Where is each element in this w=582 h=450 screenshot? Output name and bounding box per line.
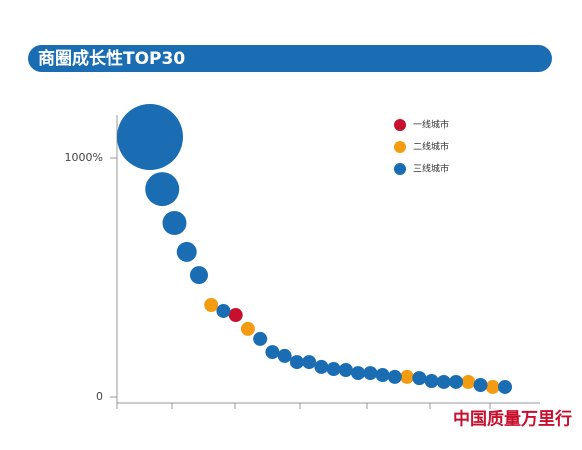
bubble: [176, 241, 197, 262]
bubble: [400, 369, 415, 384]
bubble: [204, 297, 219, 312]
legend-label: 二线城市: [413, 141, 449, 153]
y-tick-label: 0: [96, 390, 103, 403]
legend-label: 一线城市: [413, 119, 449, 131]
bubble: [338, 362, 353, 377]
bubble: [162, 211, 187, 236]
bubble: [375, 368, 390, 383]
title-bar: [28, 45, 552, 72]
bubble: [351, 366, 366, 381]
bubble: [302, 355, 317, 370]
bubble: [117, 103, 183, 170]
bubble: [412, 371, 427, 386]
bubble: [424, 373, 439, 388]
bubble: [289, 355, 304, 370]
bubble: [449, 374, 464, 389]
bubble: [277, 348, 292, 363]
bubble: [216, 303, 231, 318]
watermark: 中国质量万里行: [453, 409, 572, 430]
x-axis-ticks: [116, 403, 491, 409]
bubble: [240, 321, 255, 336]
bubble: [145, 172, 180, 207]
y-tick-label: 1000%: [65, 151, 103, 164]
chart-title: 商圈成长性TOP30: [38, 48, 185, 69]
legend-marker: [394, 141, 406, 153]
bubble: [314, 359, 329, 374]
bubble: [265, 345, 280, 360]
bubble: [461, 374, 476, 389]
legend-label: 三线城市: [413, 163, 449, 175]
legend-marker: [394, 163, 406, 175]
bubble: [436, 374, 451, 389]
legend-marker: [394, 119, 406, 131]
bubble: [228, 308, 243, 323]
bubble: [485, 379, 500, 394]
bubble: [363, 366, 378, 381]
bubble: [326, 362, 341, 377]
bubble: [253, 331, 268, 346]
bubble: [473, 378, 488, 393]
bubble: [498, 379, 512, 394]
bubble: [189, 266, 208, 285]
bubble: [387, 369, 402, 384]
